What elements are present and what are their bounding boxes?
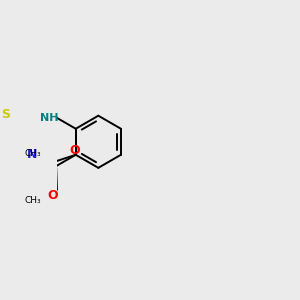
Text: CH₃: CH₃ bbox=[24, 196, 41, 205]
Text: S: S bbox=[1, 108, 10, 121]
Text: CH₃: CH₃ bbox=[24, 149, 41, 158]
Text: N: N bbox=[27, 148, 37, 161]
Text: O: O bbox=[69, 143, 80, 157]
Text: NH: NH bbox=[40, 113, 58, 123]
Text: O: O bbox=[48, 189, 58, 202]
